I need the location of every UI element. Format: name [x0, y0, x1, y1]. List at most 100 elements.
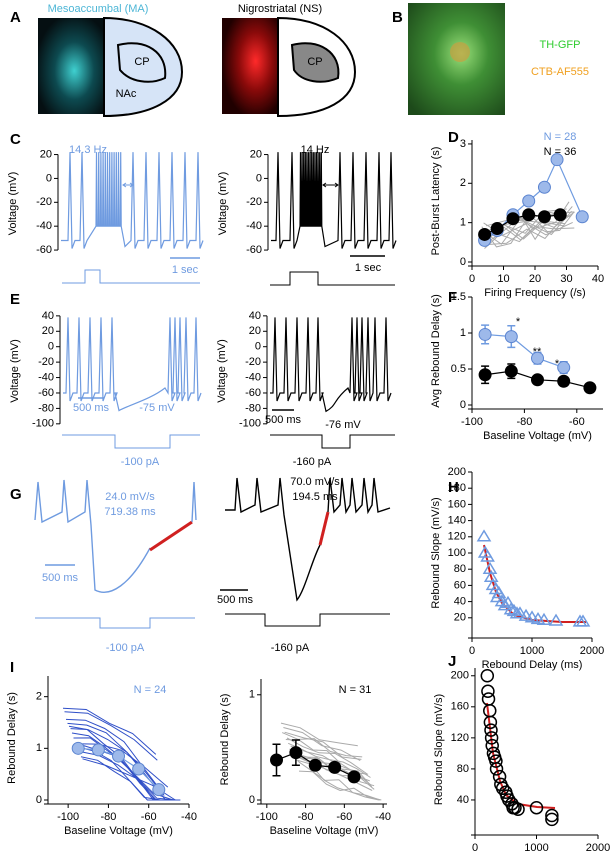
marker [500, 595, 516, 608]
panel-label: I [10, 659, 14, 676]
marker [506, 603, 522, 617]
y-tick-label: -60 [36, 244, 52, 256]
y-axis-label: Avg Rebound Delay (s) [430, 294, 442, 408]
marker [553, 208, 567, 222]
y-tick-label: -100 [239, 418, 261, 430]
annotation: * [516, 316, 521, 328]
marker [91, 743, 105, 757]
y-tick-label: 20 [249, 325, 261, 337]
ns-image [222, 18, 278, 114]
y-tick-label: -20 [36, 196, 52, 208]
y-tick-label: 200 [451, 670, 469, 682]
y-tick-label: 0.5 [451, 363, 466, 375]
slope-line [149, 520, 193, 552]
marker [152, 783, 166, 797]
trace-label: 1 sec [172, 264, 199, 276]
marker [484, 723, 498, 737]
y-tick-label: -20 [38, 356, 54, 368]
y-tick-label: 40 [454, 596, 466, 608]
marker [497, 598, 513, 611]
y-tick-label: -40 [38, 371, 54, 383]
marker [481, 692, 496, 706]
individual-trace [297, 760, 381, 801]
trace-label: 194.5 ms [292, 491, 338, 503]
y-tick-label: -40 [246, 220, 262, 232]
y-tick-label: -40 [36, 220, 52, 232]
y-axis-label: Voltage (mV) [7, 172, 19, 236]
panel-label: J [448, 653, 456, 670]
fit-curve [483, 544, 586, 623]
panel-label: B [392, 9, 403, 26]
x-tick-label: -60 [336, 811, 352, 823]
axes [44, 676, 189, 805]
individual-trace [483, 206, 573, 246]
y-axis-label: Voltage (mV) [216, 339, 228, 403]
panel-label: C [10, 131, 21, 148]
y-tick-label: 1 [36, 742, 42, 754]
x-tick-label: 0 [472, 842, 478, 852]
individual-trace [286, 737, 368, 775]
panel-title: Nigrostriatal (NS) [238, 3, 322, 15]
marker [545, 812, 559, 827]
y-tick-label: 120 [448, 531, 466, 543]
marker [583, 381, 597, 395]
y-tick-label: 1 [249, 689, 255, 701]
y-tick-label: 80 [457, 763, 469, 775]
individual-trace [283, 727, 361, 762]
x-tick-label: -60 [141, 811, 157, 823]
trace-label: 500 ms [73, 402, 110, 414]
marker [483, 715, 498, 730]
y-tick-label: -20 [245, 356, 261, 368]
individual-trace [284, 731, 362, 760]
y-tick-label: -60 [38, 387, 54, 399]
annotation: ** [533, 346, 542, 358]
marker [557, 374, 571, 388]
marker [529, 800, 544, 815]
y-tick-label: 160 [448, 498, 466, 510]
marker [347, 770, 361, 784]
y-axis-label: Rebound Slope (mV/s) [433, 694, 445, 805]
marker [536, 612, 552, 625]
y-tick-label: 0 [256, 172, 262, 184]
x-tick-label: 10 [497, 273, 509, 285]
trace-label: 500 ms [42, 572, 79, 584]
trace-label: 24.0 mV/s [105, 491, 155, 503]
trace-label: -100 pA [121, 456, 160, 468]
y-tick-label: 20 [454, 612, 466, 624]
region-label: CP [307, 56, 322, 68]
axes [471, 668, 598, 836]
marker [308, 758, 322, 772]
x-axis-label: Rebound Delay (ms) [482, 659, 583, 671]
annotation: N = 36 [544, 146, 577, 158]
y-tick-label: 120 [451, 732, 469, 744]
individual-trace [80, 756, 181, 801]
marker [537, 180, 551, 194]
individual-trace [282, 732, 363, 758]
voltage-trace [61, 152, 204, 249]
marker [504, 330, 518, 344]
y-tick-label: 180 [448, 482, 466, 494]
stimulus [62, 269, 200, 284]
marker [537, 210, 551, 224]
y-axis-label: Rebound Delay (s) [219, 694, 231, 786]
y-tick-label: 0 [255, 341, 261, 353]
y-tick-label: 3 [460, 138, 466, 150]
trace-label: 500 ms [265, 414, 302, 426]
region-label: NAc [116, 88, 137, 100]
marker [557, 361, 571, 375]
x-tick-label: 2000 [586, 842, 610, 852]
trace-label: 14 Hz [301, 144, 330, 156]
marker [484, 731, 499, 745]
panel-label: G [10, 486, 22, 503]
x-tick-label: 20 [529, 273, 541, 285]
marker [480, 549, 495, 562]
marker [289, 746, 303, 760]
trace-label: -76 mV [325, 419, 361, 431]
y-tick-label: 0 [36, 794, 42, 806]
y-tick-label: 40 [457, 794, 469, 806]
region-label: CP [134, 56, 149, 68]
x-tick-label: 40 [592, 273, 604, 285]
y-tick-label: 1 [460, 327, 466, 339]
y-tick-label: 100 [448, 547, 466, 559]
